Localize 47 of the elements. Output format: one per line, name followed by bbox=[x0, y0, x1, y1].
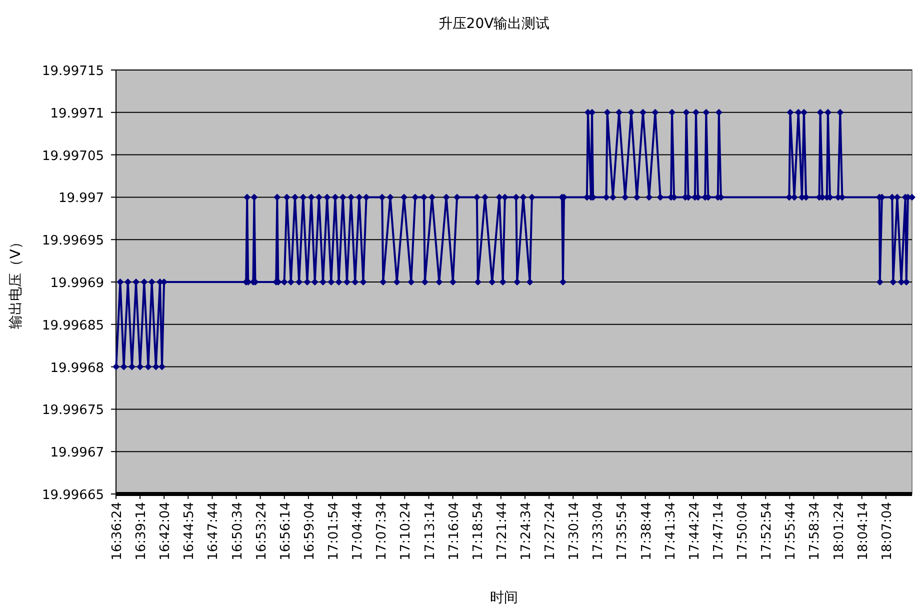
x-tick-label: 17:58:34 bbox=[808, 502, 823, 560]
y-tick-label: 19.997 bbox=[58, 191, 104, 206]
x-tick-label: 17:35:54 bbox=[615, 502, 630, 560]
y-tick-label: 19.99665 bbox=[42, 488, 104, 503]
x-tick-label: 17:50:04 bbox=[736, 502, 751, 560]
x-tick-label: 17:38:44 bbox=[639, 502, 654, 560]
x-tick-label: 17:07:34 bbox=[374, 502, 390, 560]
x-tick-label: 16:42:04 bbox=[158, 502, 174, 560]
y-tick-label: 19.9968 bbox=[50, 360, 104, 376]
x-tick-label: 16:39:14 bbox=[134, 502, 150, 560]
x-tick-label: 16:53:24 bbox=[254, 502, 270, 560]
x-tick-label: 16:47:44 bbox=[206, 502, 222, 560]
x-tick-label: 17:01:54 bbox=[326, 502, 342, 560]
y-tick-label: 19.99705 bbox=[42, 148, 104, 164]
x-tick-label: 17:33:04 bbox=[591, 502, 606, 560]
x-tick-label: 17:04:44 bbox=[350, 502, 366, 560]
x-tick-label: 18:07:04 bbox=[880, 502, 895, 560]
x-tick-label: 17:24:34 bbox=[518, 502, 534, 560]
y-tick-label: 19.99685 bbox=[42, 318, 104, 334]
x-tick-label: 17:13:14 bbox=[422, 502, 438, 560]
y-tick-label: 19.9967 bbox=[50, 446, 104, 461]
x-tick-label: 17:16:04 bbox=[446, 502, 462, 560]
x-tick-label: 16:59:04 bbox=[302, 502, 318, 560]
x-tick-label: 17:18:54 bbox=[470, 502, 486, 560]
x-tick-label: 16:50:34 bbox=[230, 502, 246, 560]
x-tick-label: 17:44:24 bbox=[687, 502, 702, 560]
y-tick-label: 19.9971 bbox=[50, 106, 104, 122]
x-tick-label: 17:30:14 bbox=[567, 502, 582, 560]
x-tick-label: 16:44:54 bbox=[182, 502, 198, 560]
x-tick-label: 17:10:24 bbox=[398, 502, 414, 560]
x-tick-label: 18:01:24 bbox=[832, 502, 847, 560]
x-tick-label: 16:36:24 bbox=[110, 502, 125, 560]
x-tick-label: 17:52:54 bbox=[760, 502, 775, 560]
x-tick-label: 16:56:14 bbox=[278, 502, 294, 560]
y-axis-title: 输出电压（V） bbox=[8, 235, 24, 329]
y-tick-label: 19.99695 bbox=[42, 234, 104, 249]
x-tick-label: 17:27:24 bbox=[543, 502, 558, 560]
x-tick-label: 17:55:44 bbox=[784, 502, 799, 560]
x-tick-label: 17:21:44 bbox=[494, 502, 510, 560]
y-tick-label: 19.9969 bbox=[50, 276, 104, 291]
y-tick-label: 19.99675 bbox=[42, 403, 104, 418]
x-tick-label: 18:04:14 bbox=[856, 502, 871, 560]
x-tick-label: 17:47:14 bbox=[711, 502, 726, 560]
chart-title: 升压20V输出测试 bbox=[438, 16, 550, 32]
x-tick-label: 17:41:34 bbox=[663, 502, 678, 560]
y-tick-label: 19.99715 bbox=[42, 64, 104, 79]
x-axis-title: 时间 bbox=[490, 590, 518, 606]
